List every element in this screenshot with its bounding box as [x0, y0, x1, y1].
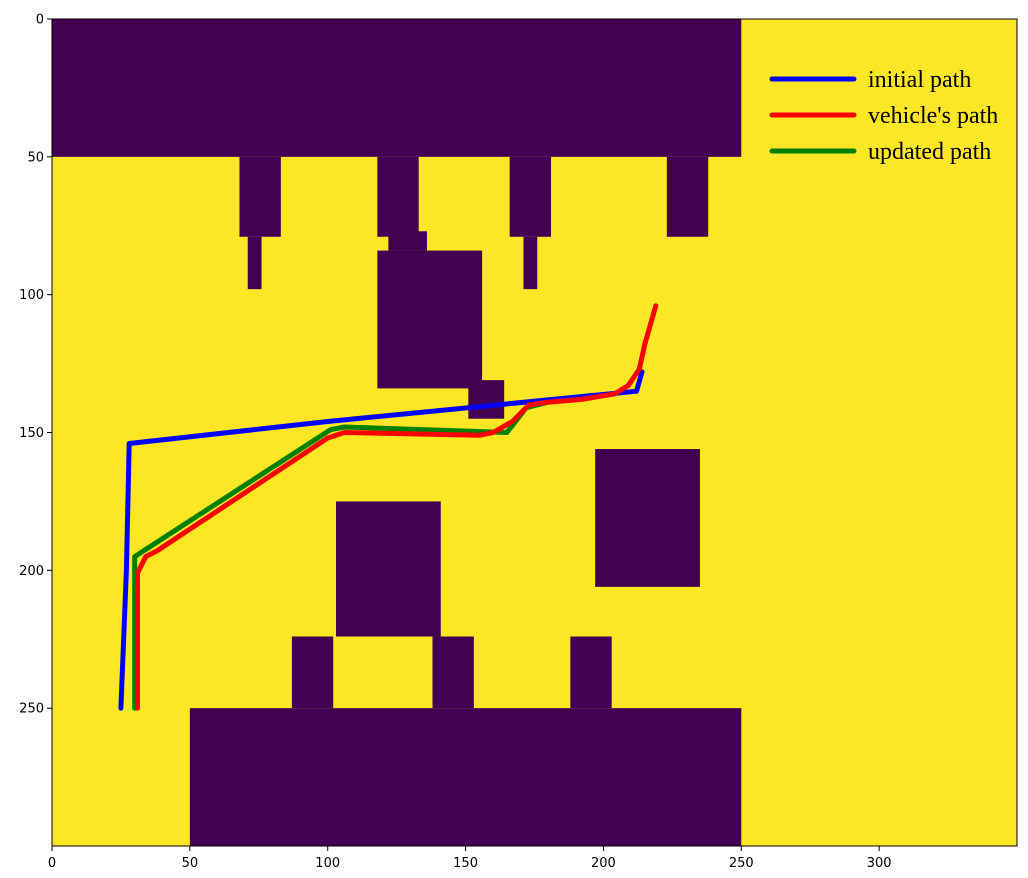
x-tick-label-4: 200: [591, 856, 616, 871]
legend-label-2: updated path: [868, 139, 991, 165]
obstacle-5: [377, 250, 483, 389]
obstacle-3: [377, 156, 419, 237]
obstacle-10: [595, 449, 700, 587]
series-line-0: [118, 369, 645, 711]
x-tick-label-1: 50: [182, 856, 199, 871]
obstacle-8: [523, 236, 538, 290]
obstacle-12: [291, 636, 334, 709]
obstacle-0: [52, 19, 742, 157]
x-axis: 0 50 100 150 200 250 300: [48, 846, 892, 871]
paths-layer: [118, 303, 659, 711]
y-tick-label-5: 250: [19, 702, 44, 717]
obstacle-1: [239, 156, 281, 237]
obstacle-9: [666, 156, 709, 237]
obstacles-layer: [52, 19, 742, 846]
obstacle-7: [509, 156, 552, 237]
obstacle-13: [432, 636, 474, 709]
obstacle-15: [189, 708, 742, 846]
legend-label-1: vehicle's path: [868, 103, 998, 129]
y-tick-label-4: 200: [19, 564, 44, 579]
y-tick-label-0: 0: [36, 13, 44, 28]
plot-area: [51, 18, 1018, 847]
obstacle-14: [570, 636, 612, 709]
x-tick-label-3: 150: [453, 856, 478, 871]
x-tick-label-0: 0: [48, 856, 56, 871]
x-tick-label-5: 250: [729, 856, 754, 871]
obstacle-2: [247, 236, 262, 290]
series-line-1: [135, 303, 659, 711]
legend: initial path vehicle's path updated path: [769, 67, 998, 165]
y-tick-label-3: 150: [19, 426, 44, 441]
y-axis: 0 50 100 150 200 250: [19, 13, 52, 717]
obstacle-11: [335, 501, 441, 637]
obstacle-4: [388, 231, 427, 251]
legend-label-0: initial path: [868, 67, 971, 93]
y-tick-label-1: 50: [27, 150, 44, 165]
x-tick-label-2: 100: [315, 856, 340, 871]
y-tick-label-2: 100: [19, 288, 44, 303]
obstacle-6: [468, 380, 505, 419]
x-tick-label-6: 300: [867, 856, 892, 871]
